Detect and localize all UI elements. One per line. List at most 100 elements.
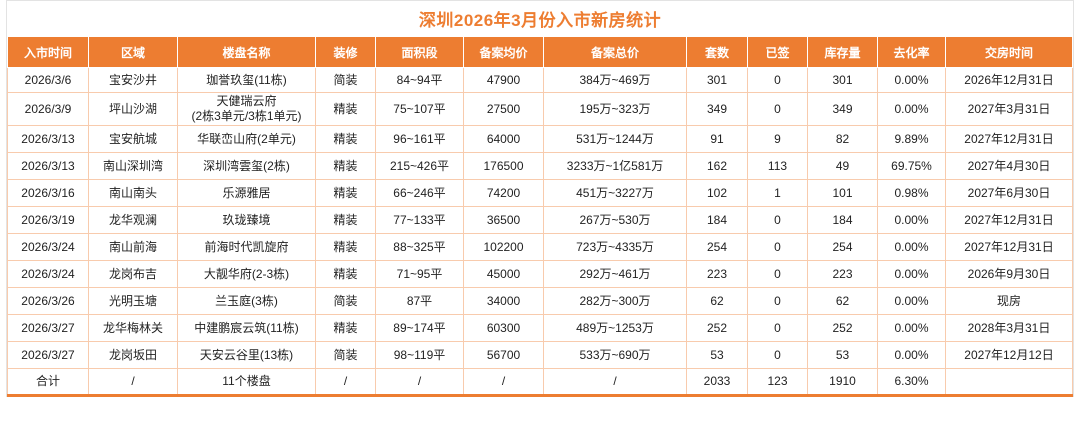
- table-cell: 0: [747, 314, 808, 342]
- table-cell: 252: [807, 314, 878, 342]
- table-cell: 乐源雅居: [177, 179, 316, 207]
- table-cell: 301: [807, 67, 878, 93]
- table-cell: 南山深圳湾: [88, 152, 178, 180]
- table-cell: 0.00%: [877, 206, 946, 234]
- table-row: 2026/3/16 南山南头 乐源雅居 精装 66~246平 74200 451万~3227…: [7, 179, 1073, 207]
- table-cell: 2027年12月12日: [945, 341, 1073, 369]
- table-cell: 184: [686, 206, 748, 234]
- table-cell: 2026/3/19: [7, 206, 89, 234]
- header-row: 入市时间 区域 楼盘名称 装修 面积段 备案均价 备案总价 套数 已签 库存量 去化率 交房时间: [7, 36, 1073, 68]
- table-cell: 珈誉玖玺(11栋): [177, 67, 316, 93]
- table-cell: 大靓华府(2-3栋): [177, 260, 316, 288]
- table-cell: 123: [747, 368, 808, 396]
- column-header-9: 库存量: [807, 36, 878, 68]
- table-cell: 2027年12月31日: [945, 125, 1073, 153]
- table-cell: 深圳湾雲玺(2栋): [177, 152, 316, 180]
- title-row: 深圳2026年3月份入市新房统计: [7, 1, 1073, 36]
- table-cell: 162: [686, 152, 748, 180]
- table-cell: 天安云谷里(13栋): [177, 341, 316, 369]
- table-cell: 0: [747, 341, 808, 369]
- table-cell: 74200: [463, 179, 544, 207]
- table-cell: 89~174平: [375, 314, 464, 342]
- table-cell: 77~133平: [375, 206, 464, 234]
- column-header-8: 已签: [747, 36, 808, 68]
- table-cell: 0.00%: [877, 92, 946, 126]
- table-cell: 简装: [315, 287, 376, 315]
- table-cell: 2026/3/27: [7, 314, 89, 342]
- table-cell: 9.89%: [877, 125, 946, 153]
- table-cell: 113: [747, 152, 808, 180]
- table-cell: 0: [747, 260, 808, 288]
- table-row: 2026/3/27 龙岗坂田 天安云谷里(13栋) 简装 98~119平 56700 533…: [7, 341, 1073, 369]
- table-cell: 176500: [463, 152, 544, 180]
- table-cell: 102: [686, 179, 748, 207]
- table-cell: /: [88, 368, 178, 396]
- table-cell: 101: [807, 179, 878, 207]
- table-cell: /: [463, 368, 544, 396]
- table-body: 2026/3/6 宝安沙井 珈誉玖玺(11栋) 简装 84~94平 47900 384万~4…: [7, 67, 1073, 396]
- table-cell: 64000: [463, 125, 544, 153]
- table-cell: 62: [686, 287, 748, 315]
- table-cell: 精装: [315, 92, 376, 126]
- table-cell: 2027年12月31日: [945, 233, 1073, 261]
- table-cell: 天健瑞云府 (2栋3单元/3栋1单元): [177, 92, 316, 126]
- table-header: 入市时间 区域 楼盘名称 装修 面积段 备案均价 备案总价 套数 已签 库存量 去化率 交房时间: [7, 36, 1073, 68]
- table-row: 2026/3/26 光明玉塘 兰玉庭(3栋) 简装 87平 34000 282万~300万 6…: [7, 287, 1073, 315]
- table-cell: 合计: [7, 368, 89, 396]
- table-cell: 102200: [463, 233, 544, 261]
- column-header-6: 备案总价: [543, 36, 687, 68]
- table-cell: 华联峦山府(2单元): [177, 125, 316, 153]
- table-cell: 292万~461万: [543, 260, 687, 288]
- table-cell: 0.00%: [877, 67, 946, 93]
- column-header-10: 去化率: [877, 36, 946, 68]
- table-cell: 47900: [463, 67, 544, 93]
- table-cell: 2026/3/24: [7, 260, 89, 288]
- table-row: 2026/3/13 南山深圳湾 深圳湾雲玺(2栋) 精装 215~426平 176500 3…: [7, 152, 1073, 180]
- table-cell: 60300: [463, 314, 544, 342]
- table-row: 2026/3/24 南山前海 前海时代凯旋府 精装 88~325平 102200 723万~…: [7, 233, 1073, 261]
- table-cell: 中建鹏宸云筑(11栋): [177, 314, 316, 342]
- table-cell: 1: [747, 179, 808, 207]
- table-cell: 87平: [375, 287, 464, 315]
- table-cell: 龙岗布吉: [88, 260, 178, 288]
- table-cell: 3233万~1亿581万: [543, 152, 687, 180]
- table-cell: 2026/3/13: [7, 152, 89, 180]
- table-cell: 精装: [315, 206, 376, 234]
- table-cell: 34000: [463, 287, 544, 315]
- table-cell: 0.00%: [877, 287, 946, 315]
- table-cell: 384万~469万: [543, 67, 687, 93]
- table-cell: 9: [747, 125, 808, 153]
- table-row: 2026/3/24 龙岗布吉 大靓华府(2-3栋) 精装 71~95平 45000 292万…: [7, 260, 1073, 288]
- table-cell: 53: [807, 341, 878, 369]
- column-header-11: 交房时间: [945, 36, 1073, 68]
- table-cell: 0.00%: [877, 260, 946, 288]
- table-cell: 11个楼盘: [177, 368, 316, 396]
- table-cell: 2027年12月31日: [945, 206, 1073, 234]
- table-cell: 2026/3/6: [7, 67, 89, 93]
- table-cell: 282万~300万: [543, 287, 687, 315]
- table-row: 2026/3/9 坪山沙湖 天健瑞云府 (2栋3单元/3栋1单元) 精装 75~107平…: [7, 92, 1073, 126]
- table-cell: 龙华梅林关: [88, 314, 178, 342]
- table-cell: 301: [686, 67, 748, 93]
- column-header-2: 楼盘名称: [177, 36, 316, 68]
- table-cell: 龙岗坂田: [88, 341, 178, 369]
- table-cell: 56700: [463, 341, 544, 369]
- table-cell: 88~325平: [375, 233, 464, 261]
- table-cell: 现房: [945, 287, 1073, 315]
- table-cell: 0: [747, 287, 808, 315]
- column-header-4: 面积段: [375, 36, 464, 68]
- table-cell: 254: [807, 233, 878, 261]
- table-cell: 531万~1244万: [543, 125, 687, 153]
- table-cell: 96~161平: [375, 125, 464, 153]
- table-cell: 南山前海: [88, 233, 178, 261]
- table-cell: 489万~1253万: [543, 314, 687, 342]
- table-cell: 223: [807, 260, 878, 288]
- table-cell: 223: [686, 260, 748, 288]
- table-cell: 723万~4335万: [543, 233, 687, 261]
- table-cell: 2026/3/13: [7, 125, 89, 153]
- spreadsheet-area: 深圳2026年3月份入市新房统计 入市时间 区域 楼盘名称 装修 面积段 备案均价 备案总价…: [6, 0, 1074, 397]
- table-cell: 2026/3/24: [7, 233, 89, 261]
- table-cell: 0: [747, 92, 808, 126]
- table-cell: 2026/3/16: [7, 179, 89, 207]
- table-cell: 98~119平: [375, 341, 464, 369]
